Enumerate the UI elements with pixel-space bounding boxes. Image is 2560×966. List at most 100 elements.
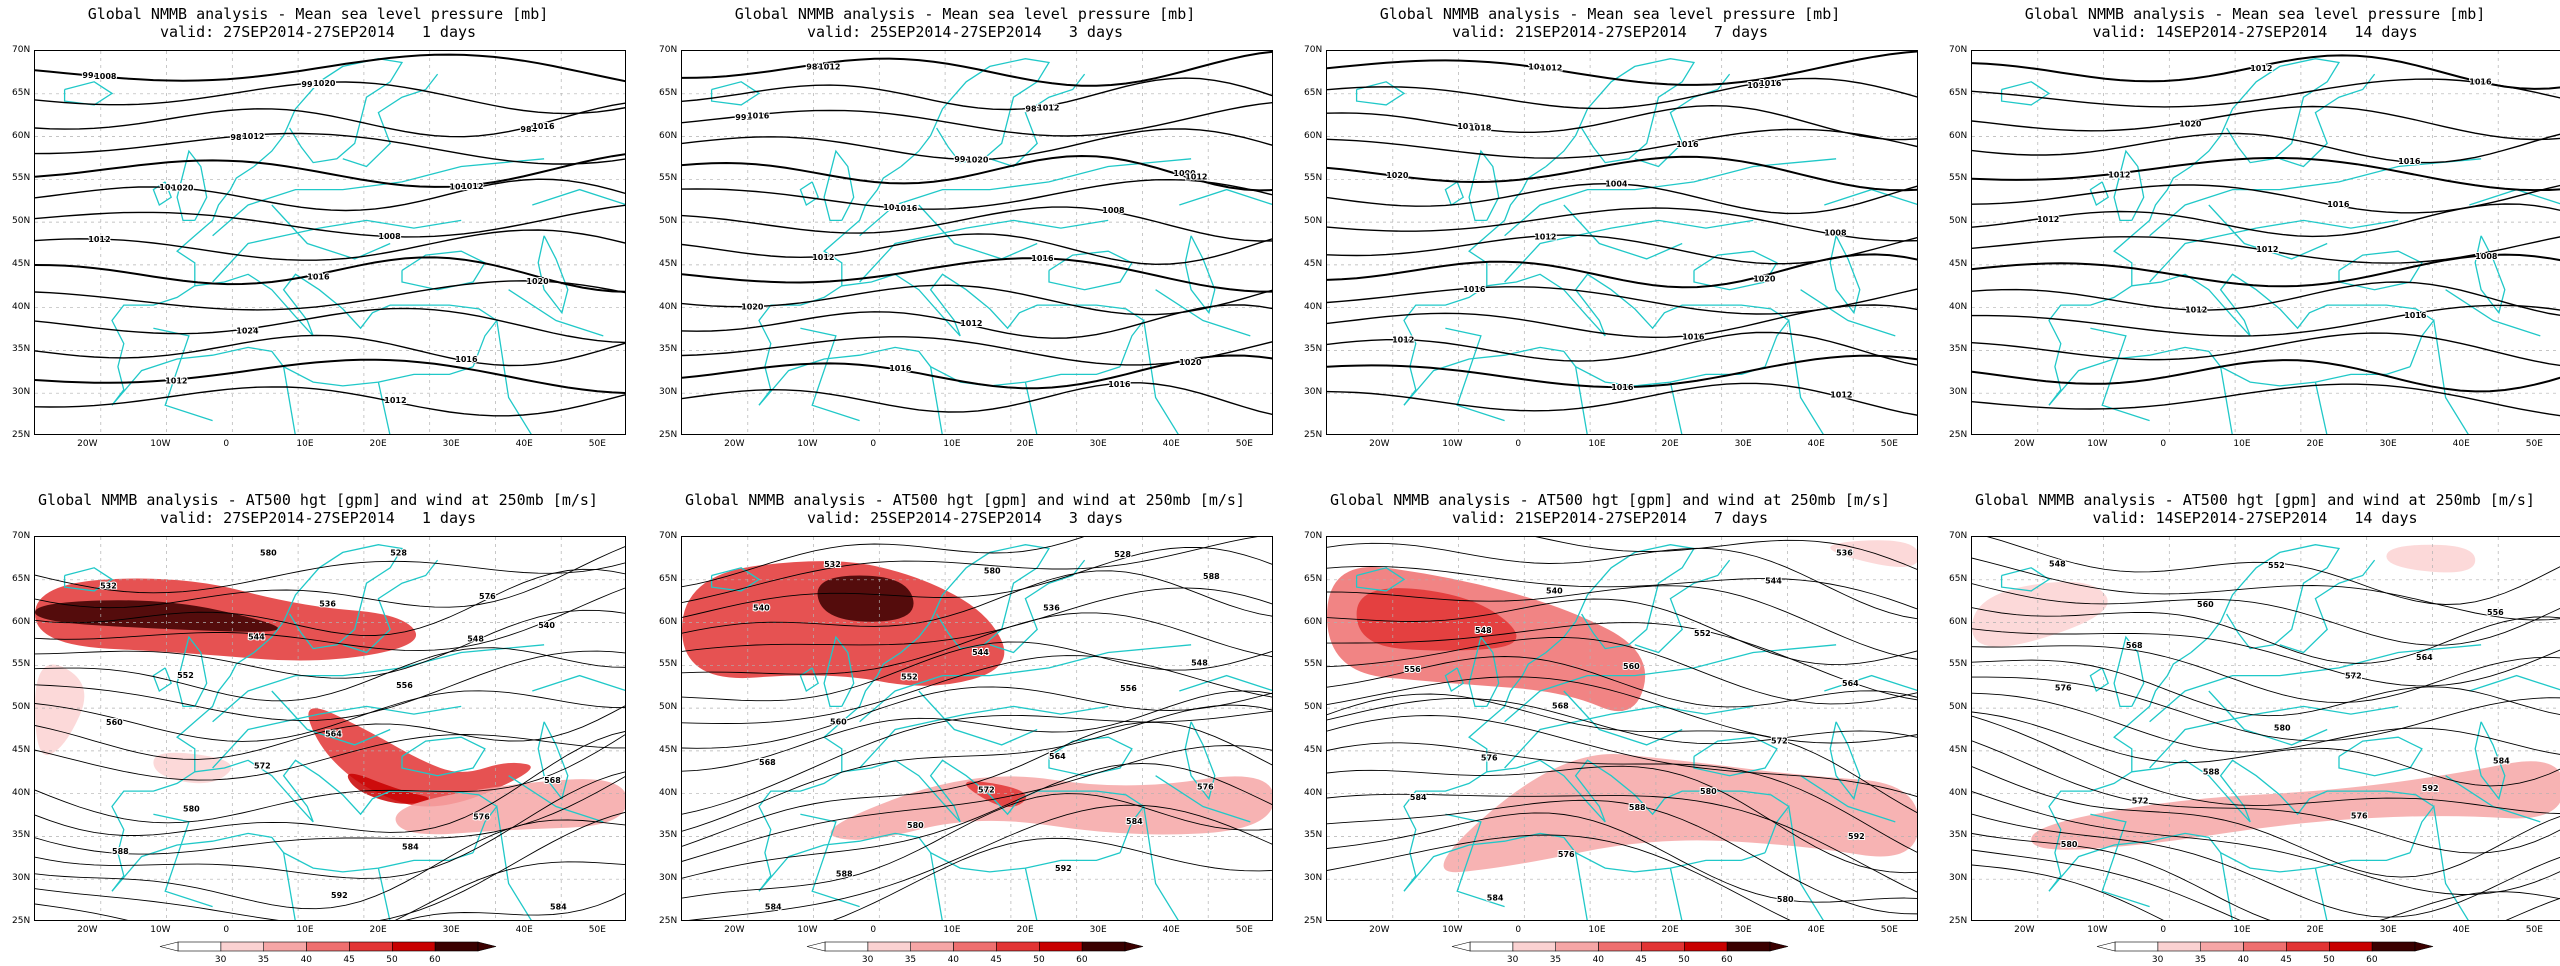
- contour-label: 996: [954, 155, 971, 164]
- contour-label: 584: [2493, 756, 2510, 765]
- contour-label: 532: [824, 560, 841, 569]
- contour-line: [35, 204, 625, 238]
- latitude-label: 45N: [1949, 258, 1968, 269]
- coastline: [859, 158, 1192, 237]
- contour-line: [1972, 304, 2560, 337]
- contour-label: 584: [1410, 793, 1427, 802]
- wind-colorbar: [159, 941, 497, 952]
- longitude-label: 20E: [2306, 439, 2324, 449]
- coastline: [212, 705, 462, 769]
- contour-line: [682, 284, 1272, 316]
- contour-line: [682, 382, 1272, 416]
- contour-label: 1008: [378, 232, 401, 241]
- contour-line: [1327, 155, 1917, 192]
- coastline: [1445, 813, 1505, 908]
- panel-title: Global NMMB analysis - Mean sea level pr…: [734, 5, 1196, 23]
- contour-line: [1327, 636, 1917, 705]
- map-plot-area: 996 992 984 988 1000 1004 1008 1012 1016 1020 1024…: [34, 50, 626, 435]
- coastline: [2149, 158, 2482, 237]
- contour-label: 540: [538, 621, 555, 630]
- longitude-label: 10W: [797, 925, 818, 935]
- colorbar-swatch: [1726, 941, 1771, 952]
- contour-line: [832, 837, 1272, 920]
- contour-label: 1012: [818, 62, 840, 71]
- longitude-label: 30E: [442, 439, 460, 449]
- panel-title: Global NMMB analysis - AT500 hgt [gpm] a…: [685, 491, 1245, 509]
- coastline: [710, 567, 761, 592]
- coastline: [153, 327, 213, 422]
- colorbar-swatch: [996, 941, 1040, 952]
- coastline: [799, 181, 819, 206]
- contour-line: [682, 745, 1272, 862]
- coastline: [1824, 674, 1917, 692]
- coastline: [1403, 346, 1766, 406]
- map-plot-area: 1012 1016 1020 1016 1012 1016 1012 1012 1008 1012…: [1971, 50, 2560, 435]
- latitude-label: 55N: [1949, 173, 1968, 184]
- contour-label: 580: [1777, 895, 1794, 904]
- contour-label: 1020: [1179, 358, 1202, 367]
- contour-label: 576: [473, 813, 490, 822]
- colorbar-label: 35: [904, 955, 917, 965]
- latitude-label: 70N: [1304, 45, 1323, 55]
- contour-label: 1020: [741, 303, 764, 312]
- latitude-label: 45N: [659, 258, 678, 269]
- contour-label: 1012: [1534, 232, 1556, 241]
- contour-label: 996: [82, 71, 99, 80]
- contour-line: [1972, 184, 2560, 214]
- wind-speed-area: [1443, 754, 1917, 873]
- contour-label: 568: [1552, 702, 1569, 711]
- contour-label: 568: [2126, 641, 2143, 650]
- contour-line: [1327, 697, 1917, 745]
- latitude-label: 35N: [12, 344, 31, 355]
- contour-line: [35, 861, 625, 920]
- wind-speed-area: [153, 752, 232, 784]
- contour-line: [1327, 253, 1917, 289]
- longitude-label: 10E: [943, 925, 961, 935]
- colorbar-swatch: [1469, 941, 1514, 952]
- contour-label: 1016: [2404, 311, 2427, 320]
- coastline: [2149, 644, 2482, 723]
- coastline: [1563, 690, 1683, 746]
- contour-label: 1012: [165, 377, 187, 386]
- colorbar-arrow-left: [2096, 941, 2116, 952]
- wind-speed-area: [830, 776, 1272, 840]
- contour-label: 1012: [461, 182, 483, 191]
- colorbar-label: 50: [1678, 955, 1690, 965]
- contour-label: 528: [390, 548, 407, 557]
- contour-line: [35, 153, 625, 188]
- colorbar-swatch: [1684, 941, 1728, 952]
- colorbar-label: 45: [990, 955, 1002, 965]
- contour-label: 1016: [532, 122, 555, 131]
- longitude-label: 0: [2160, 439, 2167, 449]
- contour-line: [682, 546, 1272, 618]
- contour-label: 992: [301, 80, 318, 89]
- coastline: [841, 273, 1145, 337]
- coastline: [929, 366, 943, 434]
- latitude-label: 40N: [1304, 787, 1323, 798]
- latitude-label: 60N: [1304, 616, 1323, 627]
- contour-line: [1535, 537, 1917, 570]
- colorbar-swatch: [2371, 941, 2416, 952]
- contour-label: 560: [830, 718, 847, 727]
- longitude-label: 40E: [515, 439, 533, 449]
- contour-label: 572: [2345, 671, 2362, 680]
- colorbar-swatch: [2329, 941, 2373, 952]
- colorbar-swatch: [2200, 941, 2244, 952]
- longitude-label: 20W: [2014, 925, 2035, 935]
- colorbar-label: 60: [1076, 955, 1088, 965]
- latitude-label: 35N: [1304, 344, 1323, 355]
- coastline: [2474, 721, 2506, 801]
- latitude-label: 65N: [1304, 573, 1323, 584]
- coastline: [918, 690, 1038, 746]
- colorbar-swatch: [2114, 941, 2159, 952]
- contour-label: 1012: [1037, 103, 1059, 112]
- contour-label: 1012: [2185, 306, 2207, 315]
- contour-label: 1004: [883, 203, 906, 212]
- contour-label: 1004: [1528, 62, 1551, 71]
- colorbar-label: 35: [1549, 955, 1562, 965]
- latitude-label: 45N: [1304, 258, 1323, 269]
- latitude-label: 55N: [1304, 659, 1323, 670]
- contour-line: [35, 734, 625, 781]
- contour-line: [1972, 281, 2560, 316]
- contour-line: [682, 587, 1272, 652]
